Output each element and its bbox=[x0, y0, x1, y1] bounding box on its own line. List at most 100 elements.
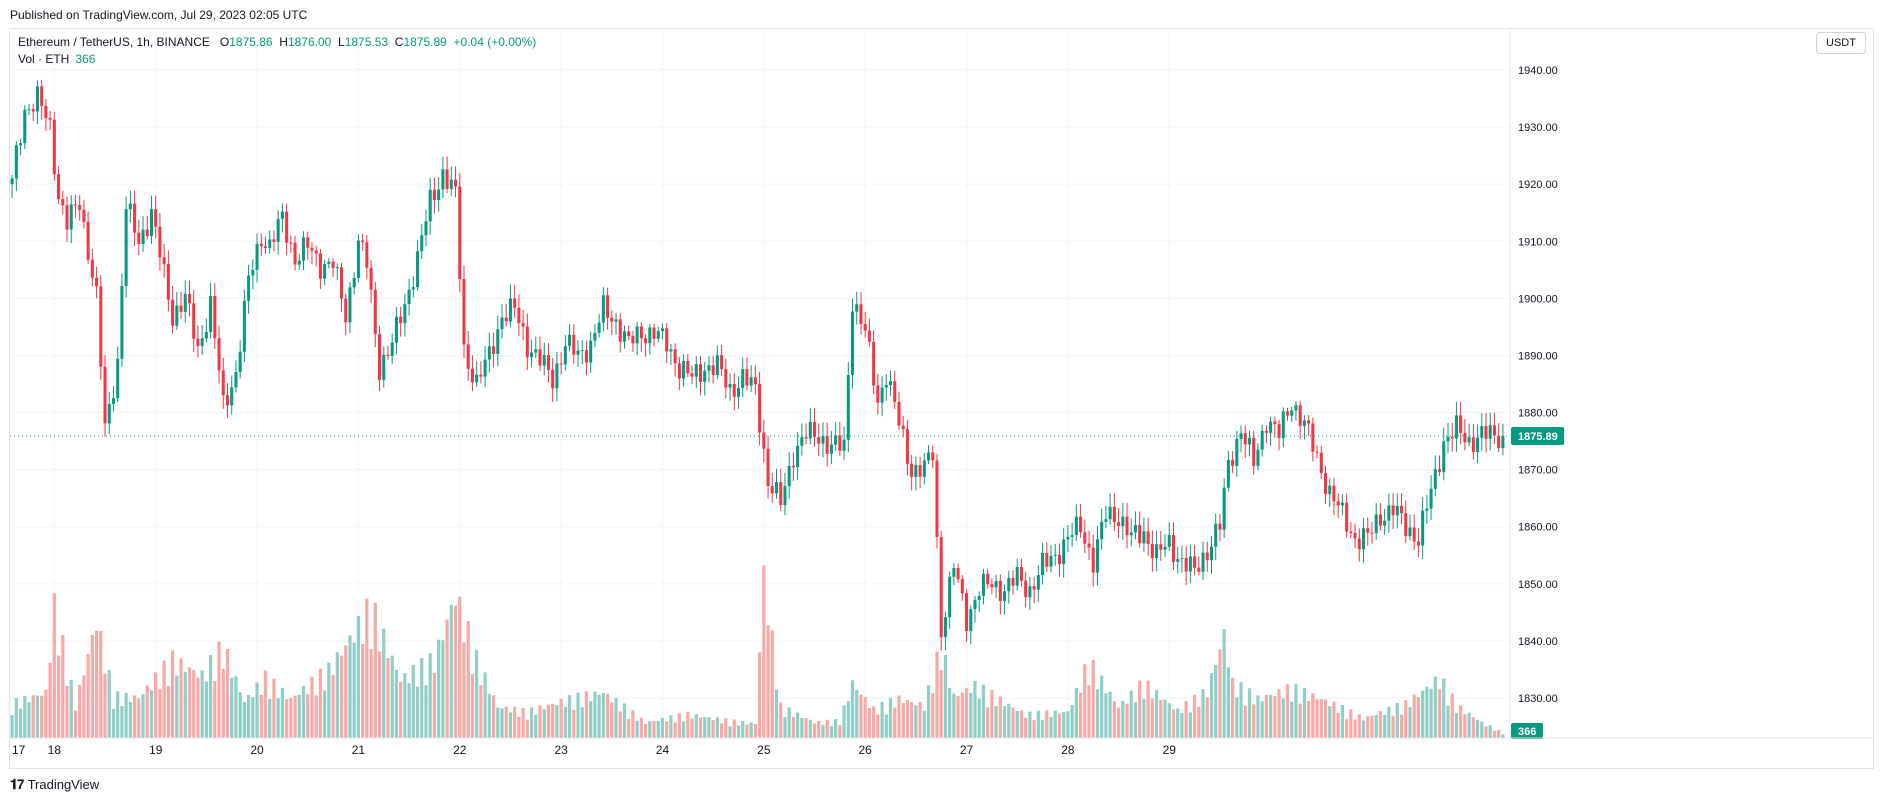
volume-bar bbox=[1307, 700, 1311, 738]
volume-bar bbox=[939, 670, 943, 738]
x-tick-label: 29 bbox=[1163, 743, 1177, 757]
brand-footer[interactable]: 𝟏7 TradingView bbox=[10, 776, 99, 793]
volume-bar bbox=[424, 685, 428, 738]
candle-body bbox=[40, 86, 44, 106]
volume-bar bbox=[745, 724, 749, 738]
volume-bar bbox=[491, 695, 496, 738]
candle-body bbox=[14, 145, 18, 179]
candle-body bbox=[1362, 528, 1366, 550]
candle-body bbox=[57, 174, 61, 200]
volume-bar bbox=[65, 685, 69, 738]
volume-bar bbox=[432, 672, 437, 738]
volume-bar bbox=[500, 708, 504, 738]
candle-body bbox=[301, 237, 306, 261]
candle-body bbox=[111, 398, 115, 404]
candle-body bbox=[1062, 539, 1066, 565]
volume-bar bbox=[838, 725, 842, 738]
candle-body bbox=[1066, 536, 1070, 540]
candle-body bbox=[348, 287, 352, 323]
volume-bar bbox=[1188, 712, 1192, 738]
candle-body bbox=[812, 421, 817, 438]
volume-bar bbox=[1302, 687, 1307, 738]
volume-bar bbox=[1074, 688, 1078, 738]
candle-body bbox=[344, 298, 348, 323]
candle-body bbox=[196, 338, 200, 346]
candle-body bbox=[225, 395, 230, 406]
candle-body bbox=[1231, 459, 1235, 466]
candle-body bbox=[61, 199, 65, 206]
candle-body bbox=[1256, 449, 1260, 466]
volume-bar bbox=[504, 706, 508, 738]
volume-bar bbox=[711, 720, 715, 738]
volume-bar bbox=[327, 662, 331, 738]
candle-body bbox=[796, 445, 800, 468]
candle-body bbox=[1302, 420, 1306, 426]
candle-body bbox=[1408, 527, 1412, 537]
x-tick-label: 19 bbox=[149, 743, 163, 757]
volume-bar bbox=[677, 713, 681, 738]
candle-body bbox=[1454, 415, 1458, 439]
candle-body bbox=[610, 317, 614, 322]
volume-bar bbox=[1091, 659, 1095, 738]
candle-body bbox=[35, 86, 39, 112]
volume-bar bbox=[1154, 689, 1159, 738]
x-tick-label: 17 bbox=[12, 743, 26, 757]
candle-body bbox=[1340, 502, 1344, 506]
candle-body bbox=[889, 381, 893, 385]
volume-bar bbox=[1252, 704, 1256, 738]
candle-body bbox=[289, 242, 293, 244]
volume-bar bbox=[905, 700, 910, 738]
candle-body bbox=[1269, 421, 1273, 433]
volume-bar bbox=[124, 692, 128, 738]
candle-body bbox=[221, 370, 225, 396]
candle-body bbox=[1374, 514, 1378, 534]
candle-body bbox=[787, 465, 791, 487]
brand-name: TradingView bbox=[27, 777, 100, 792]
candle-body bbox=[779, 482, 783, 506]
volume-bar bbox=[1269, 694, 1273, 738]
volume-bar bbox=[61, 635, 65, 738]
symbol-title[interactable]: Ethereum / TetherUS, 1h, BINANCE bbox=[18, 35, 210, 49]
candle-body bbox=[1155, 544, 1159, 559]
candle-body bbox=[576, 350, 580, 355]
candle-body bbox=[44, 105, 48, 119]
volume-bar bbox=[529, 707, 534, 738]
candle-body bbox=[255, 243, 259, 270]
volume-bar bbox=[221, 668, 225, 738]
volume-bar bbox=[1019, 710, 1024, 738]
volume-bar bbox=[111, 708, 116, 738]
volume-bar bbox=[149, 690, 154, 738]
candle-body bbox=[238, 351, 242, 373]
candle-body bbox=[394, 316, 398, 343]
candle-body bbox=[606, 295, 610, 318]
volume-bar bbox=[373, 602, 377, 738]
volume-bar bbox=[73, 710, 78, 738]
volume-bar bbox=[1260, 701, 1264, 738]
candle-body bbox=[1053, 554, 1057, 556]
volume-bar bbox=[956, 696, 960, 738]
high-label: H bbox=[279, 35, 288, 49]
candle-body bbox=[1412, 527, 1416, 542]
volume-bar bbox=[365, 598, 369, 738]
volume-bar bbox=[1045, 710, 1049, 738]
currency-button[interactable]: USDT bbox=[1816, 32, 1866, 54]
volume-bar bbox=[876, 714, 880, 738]
volume-bar bbox=[145, 685, 149, 738]
candle-body bbox=[1467, 437, 1471, 443]
volume-bar bbox=[14, 698, 18, 738]
volume-bar bbox=[918, 701, 922, 738]
volume-label[interactable]: Vol · ETH bbox=[18, 52, 70, 66]
volume-bar bbox=[1142, 699, 1146, 738]
candle-body bbox=[690, 373, 694, 377]
candle-body bbox=[682, 361, 686, 379]
volume-bar bbox=[1070, 705, 1074, 738]
candle-body bbox=[27, 109, 31, 111]
volume-bar bbox=[736, 725, 741, 738]
candle-body bbox=[851, 311, 855, 376]
volume-bar bbox=[1395, 702, 1399, 738]
candle-body bbox=[145, 229, 149, 237]
candle-body bbox=[842, 439, 846, 451]
y-tick-label: 1840.00 bbox=[1518, 636, 1558, 648]
volume-bar bbox=[377, 651, 382, 738]
